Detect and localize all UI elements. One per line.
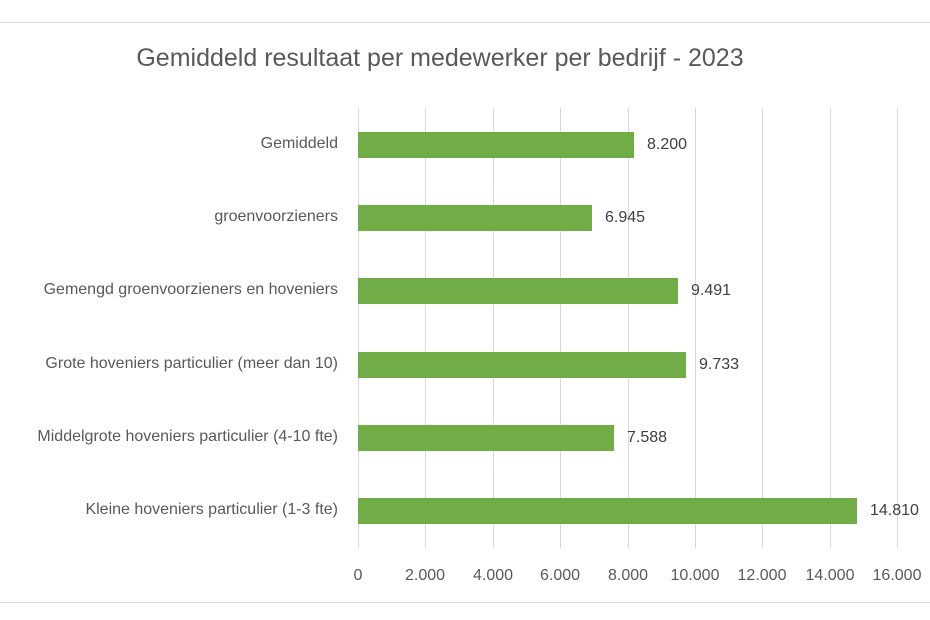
gridline (897, 108, 898, 548)
x-tick-label: 0 (353, 567, 363, 584)
x-tick-label: 6.000 (539, 567, 581, 584)
category-label: groenvoorzieners (214, 208, 338, 225)
x-tick-label: 10.000 (670, 567, 720, 584)
gridline (695, 108, 696, 548)
gridline (830, 108, 831, 548)
gridline (762, 108, 763, 548)
gridline (628, 108, 629, 548)
x-tick-label: 2.000 (404, 567, 446, 584)
bar (358, 498, 857, 524)
bar (358, 132, 634, 158)
x-tick-label: 16.000 (872, 567, 922, 584)
bottom-divider (0, 602, 930, 603)
x-tick-label: 14.000 (805, 567, 855, 584)
category-label: Middelgrote hoveniers particulier (4-10 … (37, 428, 338, 445)
data-label: 8.200 (647, 136, 688, 153)
bar (358, 205, 592, 231)
data-label: 14.810 (870, 502, 919, 519)
top-divider (0, 22, 930, 23)
gridline (493, 108, 494, 548)
x-tick-label: 12.000 (737, 567, 787, 584)
data-label: 7.588 (627, 429, 668, 446)
data-label: 9.733 (699, 356, 740, 373)
bar (358, 425, 614, 451)
chart-title: Gemiddeld resultaat per medewerker per b… (136, 44, 744, 72)
category-label: Kleine hoveniers particulier (1-3 fte) (85, 501, 338, 518)
data-label: 9.491 (691, 282, 732, 299)
category-label: Gemiddeld (260, 135, 338, 152)
gridline (358, 108, 359, 548)
gridline (425, 108, 426, 548)
data-label: 6.945 (605, 209, 646, 226)
bar (358, 278, 678, 304)
category-label: Grote hoveniers particulier (meer dan 10… (45, 355, 338, 372)
x-tick-label: 8.000 (607, 567, 649, 584)
category-label: Gemengd groenvoorzieners en hoveniers (43, 281, 338, 298)
x-tick-label: 4.000 (472, 567, 514, 584)
gridline (560, 108, 561, 548)
bar (358, 352, 686, 378)
